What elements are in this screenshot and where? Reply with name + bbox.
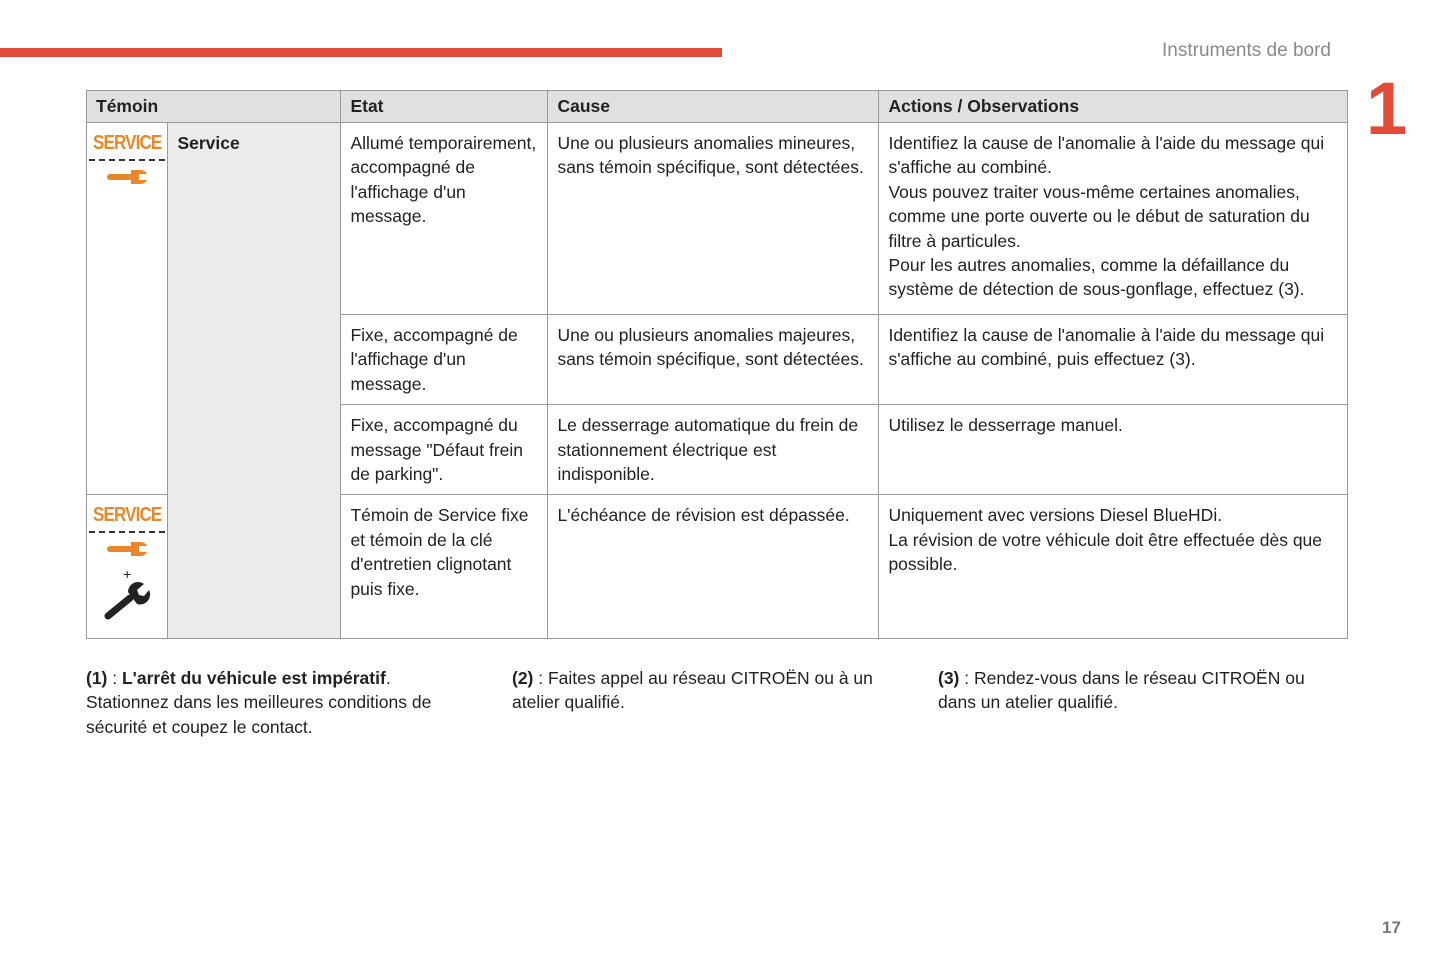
- service-icon: SERVICE: [93, 132, 162, 154]
- wrench-orange-icon: [107, 170, 148, 184]
- warning-lights-table: Témoin Etat Cause Actions / Observations…: [85, 90, 1349, 640]
- service-label: Service: [167, 121, 342, 640]
- col-etat: Etat: [340, 90, 549, 123]
- table-row: SERVICE Service Allumé temporairement, a…: [85, 121, 1349, 640]
- footnote-3: (3) : Rendez-vous dans le réseau CITROËN…: [938, 668, 1305, 713]
- cause-cell: Le desserrage automatique du frein de st…: [547, 404, 880, 496]
- col-temoin: Témoin: [85, 90, 342, 123]
- etat-cell: Allumé temporairement, accompagné de l'a…: [340, 122, 549, 315]
- service-warning-light: SERVICE: [85, 121, 169, 496]
- action-line: Pour les autres anomalies, comme la défa…: [888, 255, 1305, 300]
- service-maintenance-warning-light: SERVICE +: [85, 494, 169, 640]
- chapter-number: 1: [1366, 67, 1408, 150]
- actions-cell: Identifiez la cause de l'anomalie à l'ai…: [878, 122, 1349, 315]
- etat-cell: Fixe, accompagné de l'affichage d'un mes…: [340, 313, 549, 406]
- footnote-2: (2) : Faites appel au réseau CITROËN ou …: [512, 668, 873, 713]
- col-cause: Cause: [547, 90, 880, 123]
- table-row: Fixe, accompagné du message "Défaut frei…: [87, 404, 1349, 496]
- cause-cell: Une ou plusieurs anomalies majeures, san…: [547, 313, 880, 406]
- plus-sign: +: [123, 565, 132, 582]
- table-row: Fixe, accompagné de l'affichage d'un mes…: [87, 313, 1349, 406]
- table-row: SERVICE + Témoin de Service fixe et témo…: [85, 494, 1349, 640]
- actions-cell: Utilisez le desserrage manuel.: [878, 404, 1349, 496]
- col-actions: Actions / Observations: [878, 90, 1349, 123]
- wrench-orange-icon: [107, 542, 148, 557]
- etat-cell: Fixe, accompagné du message "Défaut frei…: [340, 404, 549, 496]
- page-number: 17: [1382, 918, 1401, 937]
- action-line: Vous pouvez traiter vous-même certaines …: [888, 181, 1310, 251]
- table-header: Témoin Etat Cause Actions / Observations: [85, 90, 1349, 123]
- service-icon: SERVICE: [93, 504, 162, 527]
- section-title: Instruments de bord: [1162, 40, 1331, 61]
- action-line: La révision de votre véhicule doit être …: [888, 529, 1323, 575]
- maintenance-wrench-icon: [104, 581, 151, 620]
- action-line: Uniquement avec versions Diesel BlueHDi.: [888, 505, 1223, 526]
- actions-cell: Uniquement avec versions Diesel BlueHDi.…: [878, 494, 1349, 640]
- etat-cell: Témoin de Service fixe et témoin de la c…: [340, 494, 549, 640]
- action-line: Identifiez la cause de l'anomalie à l'ai…: [888, 133, 1325, 178]
- actions-cell: Identifiez la cause de l'anomalie à l'ai…: [878, 313, 1349, 406]
- cause-cell: Une ou plusieurs anomalies mineures, san…: [547, 122, 880, 315]
- cause-cell: L'échéance de révision est dépassée.: [547, 494, 880, 640]
- footnote-1: (1) : L'arrêt du véhicule est impératif.…: [86, 668, 432, 737]
- accent-bar: [0, 48, 722, 57]
